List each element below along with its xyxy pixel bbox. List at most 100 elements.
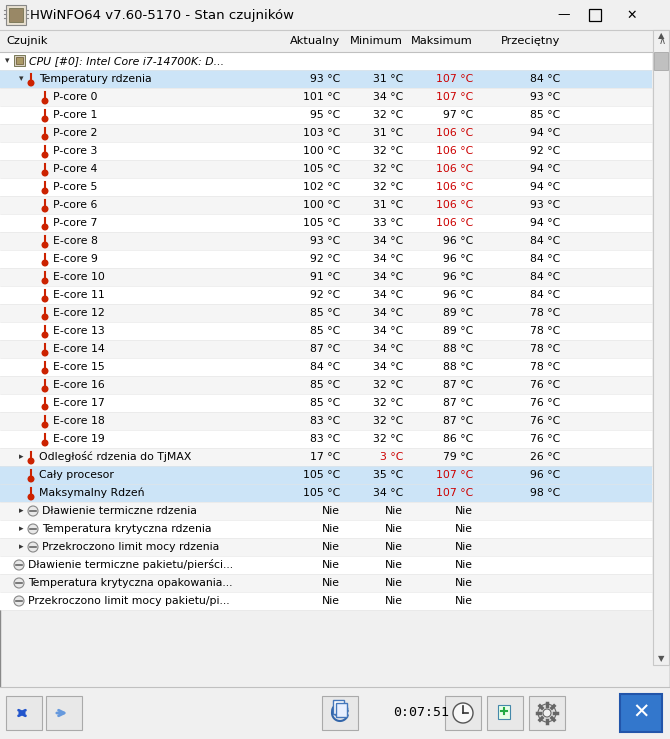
Text: 91 °C: 91 °C	[310, 272, 340, 282]
Text: 35 °C: 35 °C	[373, 470, 403, 480]
Circle shape	[42, 242, 48, 248]
Bar	[0, 394, 652, 412]
Text: 32 °C: 32 °C	[373, 182, 403, 192]
Text: 106 °C: 106 °C	[436, 218, 473, 228]
Text: 76 °C: 76 °C	[530, 398, 560, 408]
Text: ▾: ▾	[5, 56, 9, 66]
Text: E-core 16: E-core 16	[53, 380, 105, 390]
Text: 32 °C: 32 °C	[373, 146, 403, 156]
Bar	[0, 52, 652, 70]
Text: 31 °C: 31 °C	[373, 128, 403, 138]
Bar	[0, 430, 652, 448]
Text: 32 °C: 32 °C	[373, 164, 403, 174]
Text: Nie: Nie	[455, 506, 473, 516]
Bar	[0, 340, 652, 358]
Text: Przekroczono limit mocy rdzenia: Przekroczono limit mocy rdzenia	[42, 542, 219, 552]
Circle shape	[42, 296, 48, 302]
Bar	[653, 30, 669, 665]
Bar	[0, 592, 652, 610]
Text: 3 °C: 3 °C	[380, 452, 403, 462]
Bar	[0, 358, 652, 376]
Text: 102 °C: 102 °C	[303, 182, 340, 192]
Text: Nie: Nie	[322, 596, 340, 606]
Text: 34 °C: 34 °C	[373, 236, 403, 246]
Circle shape	[28, 524, 38, 534]
Bar	[0, 30, 670, 52]
Circle shape	[28, 476, 34, 482]
Text: Nie: Nie	[455, 560, 473, 570]
Text: Nie: Nie	[385, 524, 403, 534]
Text: P-core 3: P-core 3	[53, 146, 97, 156]
Text: 34 °C: 34 °C	[373, 92, 403, 102]
Text: Przeciętny: Przeciętny	[500, 36, 560, 46]
Text: Nie: Nie	[385, 560, 403, 570]
Text: 92 °C: 92 °C	[530, 146, 560, 156]
Bar	[14, 55, 25, 66]
Text: 34 °C: 34 °C	[373, 326, 403, 336]
Bar	[498, 705, 510, 719]
Text: 78 °C: 78 °C	[530, 326, 560, 336]
Text: ∧: ∧	[659, 36, 665, 46]
Text: 83 °C: 83 °C	[310, 416, 340, 426]
Text: 93 °C: 93 °C	[530, 92, 560, 102]
Circle shape	[28, 506, 38, 516]
Text: P-core 6: P-core 6	[53, 200, 97, 210]
Text: E-core 19: E-core 19	[53, 434, 105, 444]
Text: E-core 13: E-core 13	[53, 326, 105, 336]
Text: Maksimum: Maksimum	[411, 36, 473, 46]
Text: Nie: Nie	[385, 542, 403, 552]
Bar	[0, 214, 652, 232]
Text: Nie: Nie	[455, 524, 473, 534]
Text: 94 °C: 94 °C	[530, 128, 560, 138]
Bar	[589, 9, 601, 21]
Text: 84 °C: 84 °C	[530, 272, 560, 282]
Text: 78 °C: 78 °C	[530, 362, 560, 372]
Text: ▾: ▾	[19, 75, 23, 84]
Text: 84 °C: 84 °C	[530, 74, 560, 84]
Text: 33 °C: 33 °C	[373, 218, 403, 228]
Circle shape	[42, 386, 48, 392]
Text: 85 °C: 85 °C	[310, 380, 340, 390]
Circle shape	[453, 703, 473, 723]
Text: Odległość rdzenia do TjMAX: Odległość rdzenia do TjMAX	[39, 452, 192, 463]
Bar	[0, 142, 652, 160]
Bar	[0, 574, 652, 592]
Bar	[620, 694, 662, 732]
Circle shape	[42, 224, 48, 230]
Circle shape	[42, 116, 48, 122]
Circle shape	[538, 704, 556, 722]
Bar	[0, 268, 652, 286]
Text: Temperatury rdzenia: Temperatury rdzenia	[39, 74, 151, 84]
Text: ✕: ✕	[632, 703, 650, 723]
Bar	[0, 502, 652, 520]
Text: 105 °C: 105 °C	[303, 164, 340, 174]
Text: E-core 9: E-core 9	[53, 254, 98, 264]
Bar	[0, 124, 652, 142]
Circle shape	[42, 260, 48, 266]
Text: 92 °C: 92 °C	[310, 254, 340, 264]
Text: 83 °C: 83 °C	[310, 434, 340, 444]
Circle shape	[42, 278, 48, 284]
Text: 96 °C: 96 °C	[443, 236, 473, 246]
Text: 95 °C: 95 °C	[310, 110, 340, 120]
Text: 79 °C: 79 °C	[443, 452, 473, 462]
Text: 26 °C: 26 °C	[530, 452, 560, 462]
Bar	[0, 196, 652, 214]
Text: 93 °C: 93 °C	[530, 200, 560, 210]
Bar	[6, 696, 42, 730]
Text: 93 °C: 93 °C	[310, 236, 340, 246]
Bar	[0, 178, 652, 196]
Text: 0:07:51: 0:07:51	[393, 706, 449, 720]
Bar	[0, 484, 652, 502]
Text: 85 °C: 85 °C	[310, 308, 340, 318]
Text: ✕: ✕	[626, 9, 637, 21]
Text: 85 °C: 85 °C	[530, 110, 560, 120]
Text: 76 °C: 76 °C	[530, 416, 560, 426]
Text: Temperatura krytyczna rdzenia: Temperatura krytyczna rdzenia	[42, 524, 212, 534]
Text: 88 °C: 88 °C	[443, 344, 473, 354]
Text: 101 °C: 101 °C	[303, 92, 340, 102]
Bar	[0, 0, 670, 30]
Text: Aktualny: Aktualny	[289, 36, 340, 46]
Text: 98 °C: 98 °C	[530, 488, 560, 498]
Text: 17 °C: 17 °C	[310, 452, 340, 462]
